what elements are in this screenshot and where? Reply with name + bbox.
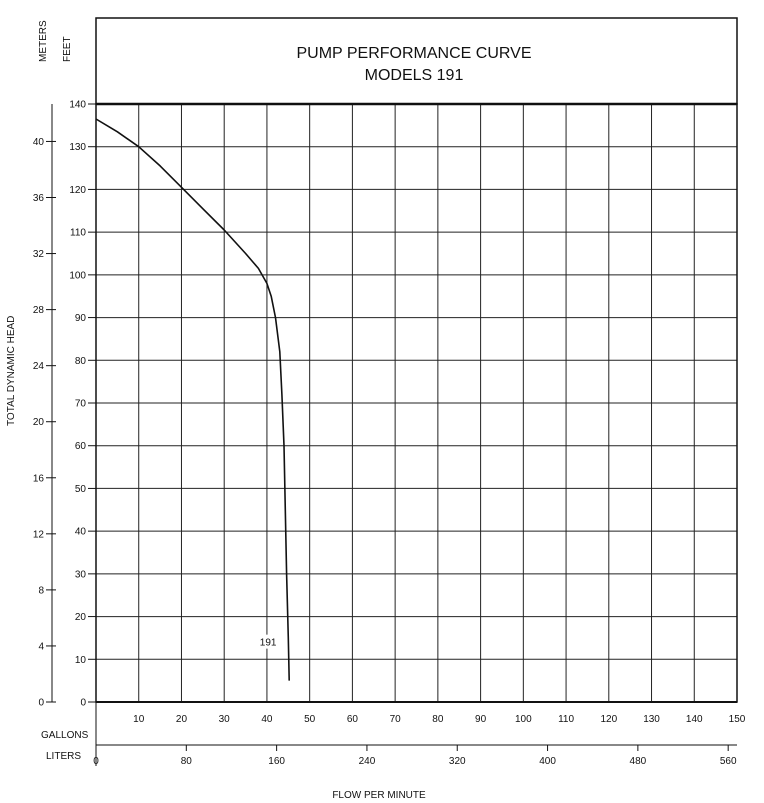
- meter-tick-label: 20: [33, 417, 45, 428]
- feet-tick-label: 140: [69, 100, 86, 111]
- gallons-tick-label: 100: [515, 714, 532, 725]
- meter-tick-label: 36: [33, 193, 45, 204]
- meter-tick-label: 0: [38, 698, 44, 709]
- y-axis-title: TOTAL DYNAMIC HEAD: [6, 316, 17, 426]
- liters-unit-label: LITERS: [46, 751, 81, 762]
- gallons-tick-label: 150: [729, 714, 746, 725]
- feet-tick-label: 60: [75, 441, 87, 452]
- feet-tick-label: 0: [80, 698, 86, 709]
- feet-tick-label: 80: [75, 356, 87, 367]
- gallons-tick-label: 30: [219, 714, 231, 725]
- gallons-tick-label: 70: [390, 714, 402, 725]
- feet-unit-label: FEET: [62, 36, 73, 62]
- meter-tick-label: 8: [38, 585, 44, 596]
- meter-tick-label: 24: [33, 361, 45, 372]
- chart-subtitle: MODELS 191: [365, 67, 464, 84]
- feet-tick-label: 90: [75, 313, 87, 324]
- gallons-tick-label: 50: [304, 714, 316, 725]
- feet-tick-label: 40: [75, 527, 87, 538]
- feet-tick-label: 20: [75, 612, 87, 623]
- gallons-tick-label: 40: [261, 714, 273, 725]
- gallons-tick-label: 140: [686, 714, 703, 725]
- feet-tick-label: 100: [69, 270, 86, 281]
- gallons-tick-label: 20: [176, 714, 188, 725]
- gallons-tick-label: 110: [558, 714, 574, 725]
- meter-tick-label: 12: [33, 529, 45, 540]
- gallons-tick-label: 10: [133, 714, 145, 725]
- gallons-tick-label: 120: [600, 714, 617, 725]
- feet-tick-label: 130: [69, 142, 86, 153]
- liters-tick-label: 400: [539, 756, 556, 767]
- series-line-191: [95, 118, 290, 681]
- axis-ticks: 0102030405060708090100110120130140481216…: [33, 100, 746, 768]
- meters-unit-label: METERS: [38, 20, 49, 62]
- feet-tick-label: 10: [75, 655, 87, 666]
- meter-tick-label: 4: [38, 641, 44, 652]
- liters-tick-label: 160: [268, 756, 285, 767]
- liters-tick-label: 320: [449, 756, 466, 767]
- meter-tick-label: 28: [33, 305, 45, 316]
- grid-lines: [96, 104, 737, 702]
- meter-tick-label: 16: [33, 473, 45, 484]
- series-label-background: [255, 634, 282, 649]
- gallons-tick-label: 90: [475, 714, 487, 725]
- series-curves: 191: [95, 118, 290, 681]
- gallons-tick-label: 130: [643, 714, 660, 725]
- meter-tick-label: 32: [33, 249, 45, 260]
- liters-tick-label: 240: [359, 756, 376, 767]
- feet-tick-label: 110: [70, 228, 86, 239]
- feet-tick-label: 50: [75, 484, 87, 495]
- feet-tick-label: 120: [69, 185, 86, 196]
- liters-tick-label: 480: [630, 756, 647, 767]
- gallons-unit-label: GALLONS: [41, 730, 89, 741]
- gallons-tick-label: 60: [347, 714, 359, 725]
- feet-tick-label: 70: [75, 399, 87, 410]
- gallons-tick-label: 80: [432, 714, 444, 725]
- feet-tick-label: 30: [75, 569, 87, 580]
- x-axis-title: FLOW PER MINUTE: [332, 790, 426, 801]
- chart-title: PUMP PERFORMANCE CURVE: [297, 45, 532, 62]
- series-label-191: 191: [260, 638, 277, 649]
- meter-tick-label: 40: [33, 137, 45, 148]
- liters-tick-label: 560: [720, 756, 737, 767]
- liters-tick-label: 0: [93, 756, 99, 767]
- liters-tick-label: 80: [181, 756, 193, 767]
